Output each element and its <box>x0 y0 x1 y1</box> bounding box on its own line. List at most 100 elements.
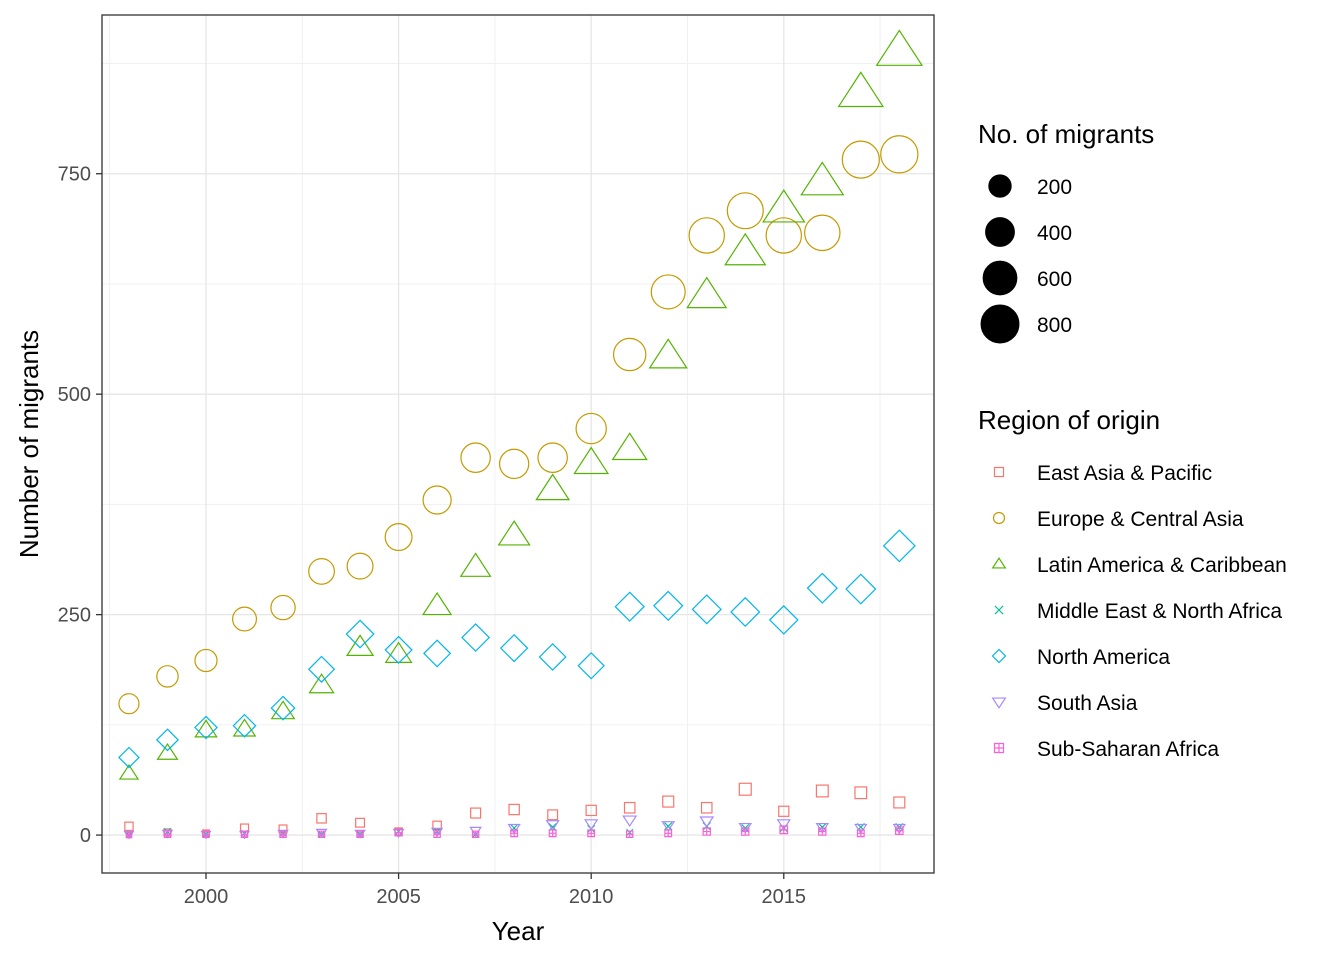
data-point <box>194 715 218 740</box>
data-point <box>155 728 179 752</box>
data-point <box>202 830 210 838</box>
data-point <box>459 552 492 577</box>
data-point <box>779 825 789 835</box>
data-point <box>232 718 257 737</box>
shape-legend-key <box>991 557 1007 569</box>
data-point <box>730 596 761 628</box>
data-point <box>470 807 482 819</box>
data-point <box>806 572 838 604</box>
data-point <box>355 817 366 828</box>
data-point <box>854 823 868 835</box>
data-point <box>118 693 140 715</box>
data-point <box>778 805 790 817</box>
data-point <box>776 819 791 831</box>
data-point <box>653 590 684 622</box>
data-point <box>768 605 799 635</box>
shape-legend-key <box>994 605 1004 615</box>
data-point <box>724 232 767 266</box>
data-point <box>499 633 529 663</box>
data-point <box>818 827 827 836</box>
data-point <box>232 713 257 738</box>
size-legend-title: No. of migrants <box>978 119 1154 149</box>
minor-grid <box>102 15 934 873</box>
data-point <box>279 830 287 838</box>
y-tick-label: 750 <box>58 164 91 186</box>
data-point <box>394 828 403 837</box>
data-point <box>765 217 803 254</box>
shape-legend-label: Europe & Central Asia <box>1037 508 1244 531</box>
size-legend-key <box>988 174 1012 198</box>
data-point <box>194 648 218 673</box>
y-tick-label: 500 <box>58 384 91 406</box>
shape-legend: Region of origin East Asia & Pacific Euro… <box>978 405 1287 761</box>
data-point <box>882 529 916 563</box>
size-legend: No. of migrants 200 400 600 800 <box>978 119 1154 344</box>
data-point <box>837 71 885 108</box>
shape-legend-key <box>993 742 1005 754</box>
data-point <box>585 804 597 817</box>
shape-legend-label: Sub-Saharan Africa <box>1037 738 1219 761</box>
data-point <box>702 827 711 836</box>
data-point <box>308 558 335 585</box>
size-legend-key <box>982 260 1018 296</box>
x-tick-label: 2005 <box>376 886 421 908</box>
data-point <box>316 813 327 824</box>
data-point <box>510 829 519 838</box>
data-point <box>577 652 605 680</box>
data-point <box>700 801 713 814</box>
data-point <box>661 821 676 832</box>
data-point <box>507 823 521 835</box>
data-point <box>118 746 140 769</box>
data-point <box>664 822 673 831</box>
data-point <box>662 795 675 808</box>
series-sub-saharan-africa <box>125 825 904 839</box>
shape-legend-title: Region of origin <box>978 405 1160 435</box>
shape-legend-label: Middle East & North Africa <box>1037 600 1282 623</box>
data-point <box>841 140 880 179</box>
data-point <box>738 782 752 796</box>
data-point <box>573 446 610 475</box>
data-point <box>461 623 491 653</box>
data-point <box>854 786 868 800</box>
size-legend-label: 800 <box>1037 314 1072 337</box>
data-point <box>800 161 845 196</box>
data-point <box>345 619 375 649</box>
data-point <box>156 742 179 760</box>
size-legend-key <box>985 217 1015 247</box>
data-point <box>317 830 326 838</box>
data-point <box>535 473 571 501</box>
y-axis: 0 250 500 750 <box>58 164 102 847</box>
data-point <box>726 192 764 230</box>
data-point <box>422 591 453 616</box>
data-point <box>497 520 531 546</box>
data-point <box>270 695 296 721</box>
data-point <box>384 635 413 665</box>
data-point <box>691 594 722 625</box>
data-point <box>622 815 638 828</box>
data-point <box>612 337 647 372</box>
data-point <box>194 719 218 738</box>
data-point <box>688 217 725 254</box>
data-point <box>625 830 634 838</box>
data-point <box>741 827 750 836</box>
data-point <box>537 442 568 473</box>
data-point <box>232 606 258 632</box>
size-legend-label: 200 <box>1037 176 1072 199</box>
shape-legend-label: East Asia & Pacific <box>1037 462 1212 485</box>
data-point <box>545 820 560 832</box>
shape-legend-key <box>993 466 1005 478</box>
shape-legend-label: North America <box>1037 646 1170 669</box>
series-europe-central-asia <box>118 135 919 715</box>
data-point <box>875 29 924 66</box>
data-point <box>856 829 865 838</box>
data-point <box>433 830 441 838</box>
data-point <box>498 448 530 480</box>
data-point <box>270 594 296 621</box>
plot-panel-border <box>101 14 935 874</box>
y-tick-label: 250 <box>58 605 91 627</box>
data-point <box>762 189 806 223</box>
data-point <box>664 829 673 838</box>
data-point <box>648 338 688 369</box>
data-point <box>471 830 480 838</box>
x-tick-label: 2015 <box>762 886 807 908</box>
